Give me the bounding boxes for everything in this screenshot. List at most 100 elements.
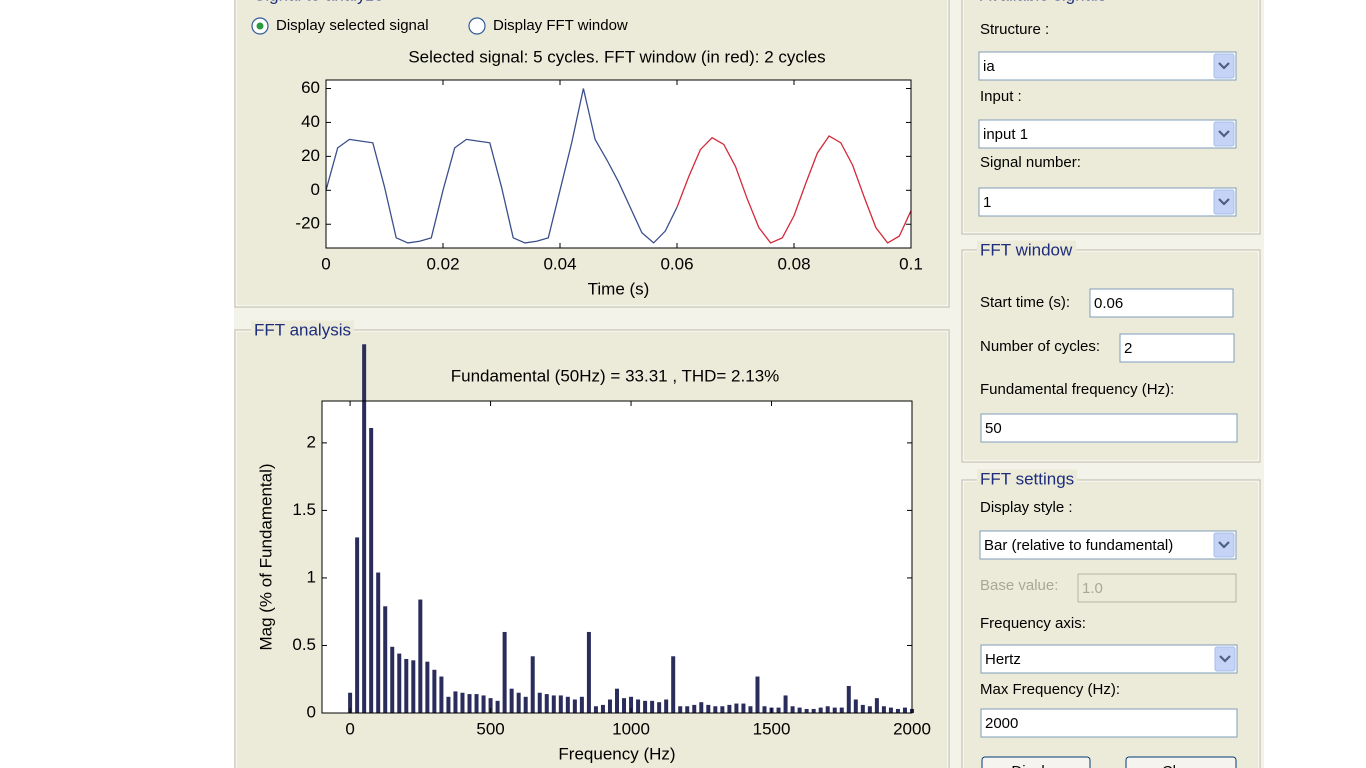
dropdown-arrow-button[interactable] [1214,646,1236,672]
bar [453,691,458,713]
bar [629,696,634,713]
plot-frame [325,79,912,249]
y-tick-label: -20 [295,214,320,233]
bar [671,656,676,713]
signal-line [676,135,912,244]
dropdown-arrow-button[interactable] [1213,189,1235,215]
bar [846,685,851,713]
text-field[interactable] [980,413,1238,443]
x-tick-label: 0.06 [660,254,693,273]
radio-label[interactable]: Display selected signal [276,17,429,34]
radio-label[interactable]: Display FFT window [493,17,628,34]
bar [811,708,816,713]
field-value[interactable]: 2000 [985,715,1018,732]
text-field[interactable] [1089,288,1234,318]
plot-area [326,80,911,248]
bar [418,599,423,713]
bar [439,676,444,713]
bar [797,707,802,713]
plot-marks [348,344,914,713]
field-label: Start time (s): [980,294,1070,311]
bar [776,707,781,713]
dropdown[interactable] [979,530,1237,560]
field-label: Frequency axis: [980,615,1086,632]
chart-title: Selected signal: 5 cycles. FFT window (i… [408,47,825,66]
bar [551,695,556,713]
bar [832,707,837,713]
button-label[interactable]: Close [1162,763,1200,768]
dropdown-arrow-button[interactable] [1213,121,1235,147]
field-value[interactable]: ia [983,58,995,75]
text-field[interactable] [1119,333,1235,363]
x-axis-label: Frequency (Hz) [558,744,675,763]
radio-button[interactable] [468,17,486,35]
bar [727,704,732,713]
x-axis-label: Time (s) [588,279,650,298]
y-tick-label: 20 [301,146,320,165]
panel-title: FFT window [980,240,1073,259]
y-tick-label: 0 [311,180,320,199]
bar [734,703,739,713]
panel-title: Signal to analyze [254,0,383,4]
dropdown-arrow-button[interactable] [1213,53,1235,79]
signal-line [325,88,678,244]
field-value[interactable]: 2 [1124,340,1132,357]
bar [825,706,830,713]
dropdown-arrow [1218,62,1230,70]
dropdown-arrow-button[interactable] [1213,532,1235,558]
bar [355,537,360,713]
field-value[interactable]: 1 [983,194,991,211]
button-label[interactable]: Display [1011,763,1061,768]
panel-title-background [251,0,387,5]
field-value[interactable]: 0.06 [1094,295,1123,312]
bar [383,606,388,713]
field-label: Structure : [980,21,1049,38]
bar [741,703,746,713]
bar [902,707,907,713]
field-value[interactable]: 50 [985,420,1002,437]
field-value: 1.0 [1082,580,1103,597]
bar [544,694,549,713]
panel-title: FFT analysis [254,320,351,339]
bar [488,698,493,713]
bar [622,698,627,713]
bar [397,653,402,713]
chart-title: Fundamental (50Hz) = 33.31 , THD= 2.13% [451,366,780,385]
field-value[interactable]: Bar (relative to fundamental) [984,537,1173,554]
y-axis-label: Mag (% of Fundamental) [256,463,275,650]
bar [650,700,655,713]
dropdown[interactable] [980,644,1238,674]
bar [432,669,437,713]
bar [600,704,605,713]
bar [615,688,619,713]
x-tick-label: 0.04 [543,254,576,273]
dropdown[interactable] [978,119,1237,149]
panel-highlight [962,250,1260,462]
x-tick-label: 0.1 [899,254,923,273]
x-tick-label: 2000 [893,719,931,738]
panel-title: Available signals [980,0,1106,4]
x-tick-label: 500 [476,719,504,738]
button[interactable] [1125,756,1237,768]
bar [636,699,641,713]
dropdown-arrow [1218,198,1230,206]
bar [790,706,795,713]
button[interactable] [981,756,1091,768]
dropdown-arrow [1218,130,1230,138]
field-label: Number of cycles: [980,338,1100,355]
bar [748,706,753,713]
bar [755,676,760,713]
x-tick-label: 1000 [612,719,650,738]
text-field[interactable] [980,708,1238,738]
bar [685,706,690,713]
bar [537,692,542,713]
bar [839,707,844,713]
field-value[interactable]: Hertz [985,651,1021,668]
y-tick-label: 40 [301,112,320,131]
field-value[interactable]: input 1 [983,126,1028,143]
field-label: Input : [980,88,1022,105]
panel-highlight [962,480,1260,768]
dropdown[interactable] [978,51,1237,81]
bar [657,702,662,713]
dropdown[interactable] [978,187,1237,217]
